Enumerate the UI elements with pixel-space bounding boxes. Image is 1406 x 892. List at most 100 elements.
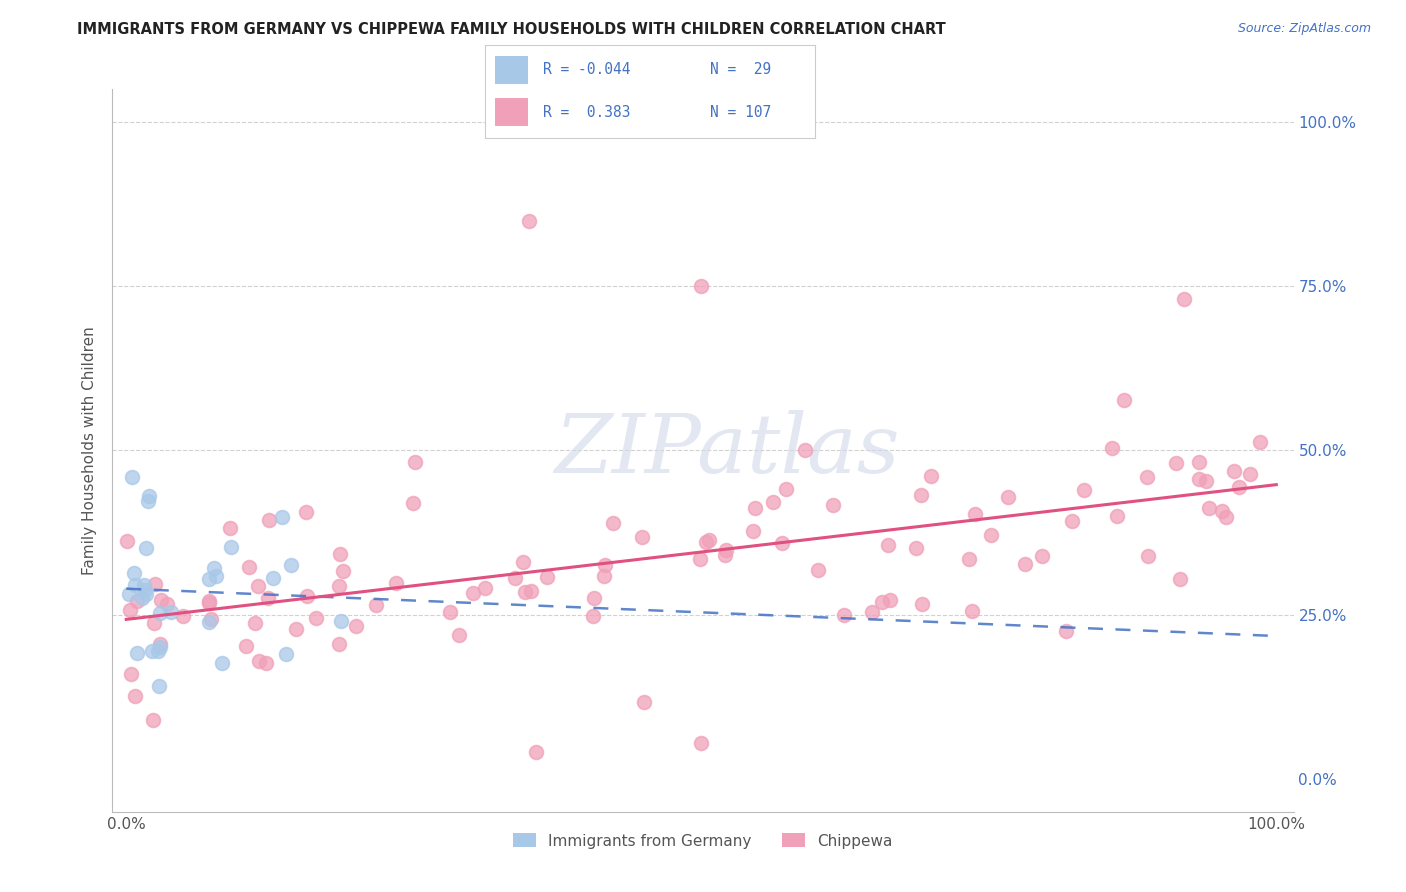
Point	[150, 592, 173, 607]
Point	[118, 587, 141, 601]
Point	[1112, 392, 1135, 407]
Point	[821, 498, 844, 512]
Point	[120, 667, 142, 681]
Point	[219, 541, 242, 555]
Point	[697, 533, 720, 548]
Point	[910, 488, 932, 502]
Point	[138, 493, 160, 508]
Point	[582, 591, 605, 605]
Text: ZIPatlas: ZIPatlas	[554, 410, 900, 491]
Point	[131, 591, 153, 606]
Point	[401, 496, 423, 510]
Point	[198, 594, 221, 608]
Point	[742, 524, 765, 538]
Point	[1105, 508, 1128, 523]
Point	[295, 589, 318, 603]
Point	[513, 585, 536, 599]
Point	[329, 547, 352, 561]
Point	[238, 559, 260, 574]
Point	[832, 608, 855, 623]
Point	[503, 571, 526, 585]
Point	[593, 568, 616, 582]
Point	[806, 563, 828, 577]
Point	[197, 596, 219, 610]
Point	[689, 551, 711, 566]
Point	[960, 604, 983, 618]
Point	[794, 443, 817, 458]
Point	[965, 507, 987, 521]
Point	[461, 586, 484, 600]
Point	[1188, 472, 1211, 486]
Point	[447, 627, 470, 641]
Point	[997, 490, 1019, 504]
Point	[1173, 293, 1195, 307]
Point	[714, 542, 737, 557]
Point	[328, 637, 350, 651]
Point	[270, 510, 292, 524]
Point	[124, 689, 146, 703]
Point	[280, 558, 302, 572]
Point	[1198, 501, 1220, 516]
Point	[245, 616, 267, 631]
Point	[124, 566, 146, 581]
Point	[200, 612, 222, 626]
Point	[1136, 549, 1159, 563]
Point	[138, 490, 160, 504]
Y-axis label: Family Households with Children: Family Households with Children	[82, 326, 97, 574]
Point	[714, 548, 737, 562]
Point	[205, 569, 228, 583]
Point	[1211, 503, 1233, 517]
Point	[198, 615, 221, 630]
Point	[690, 279, 713, 293]
Point	[156, 597, 179, 611]
Point	[235, 639, 257, 653]
Point	[149, 606, 172, 620]
Point	[247, 654, 270, 668]
Point	[148, 637, 170, 651]
Point	[439, 605, 461, 619]
Point	[1249, 434, 1271, 449]
Text: IMMIGRANTS FROM GERMANY VS CHIPPEWA FAMILY HOUSEHOLDS WITH CHILDREN CORRELATION : IMMIGRANTS FROM GERMANY VS CHIPPEWA FAMI…	[77, 22, 946, 37]
Point	[346, 619, 368, 633]
Bar	[495, 98, 529, 126]
Point	[860, 605, 883, 619]
Point	[517, 213, 540, 227]
Point	[474, 582, 496, 596]
Point	[690, 736, 713, 750]
Point	[142, 713, 165, 727]
Point	[1215, 509, 1237, 524]
Point	[141, 643, 163, 657]
Point	[980, 527, 1002, 541]
Text: R = -0.044: R = -0.044	[543, 62, 630, 78]
Point	[149, 640, 172, 654]
Point	[172, 608, 194, 623]
Legend: Immigrants from Germany, Chippewa: Immigrants from Germany, Chippewa	[508, 828, 898, 855]
Point	[1195, 474, 1218, 488]
Point	[877, 538, 900, 552]
Point	[695, 534, 717, 549]
Point	[911, 597, 934, 611]
Point	[134, 577, 156, 591]
Point	[1188, 455, 1211, 469]
Point	[1014, 557, 1036, 571]
Point	[219, 521, 242, 535]
Point	[124, 578, 146, 592]
Point	[404, 455, 426, 469]
Point	[198, 572, 221, 586]
Point	[274, 647, 297, 661]
Point	[146, 643, 169, 657]
Point	[519, 583, 541, 598]
Point	[247, 579, 270, 593]
Text: R =  0.383: R = 0.383	[543, 104, 630, 120]
Point	[384, 575, 406, 590]
Point	[879, 592, 901, 607]
Point	[262, 571, 284, 585]
Point	[204, 561, 226, 575]
Point	[582, 608, 605, 623]
Point	[536, 570, 558, 584]
Point	[328, 579, 350, 593]
Point	[602, 516, 624, 530]
Point	[770, 536, 793, 550]
Point	[1054, 624, 1077, 638]
Point	[254, 656, 277, 670]
